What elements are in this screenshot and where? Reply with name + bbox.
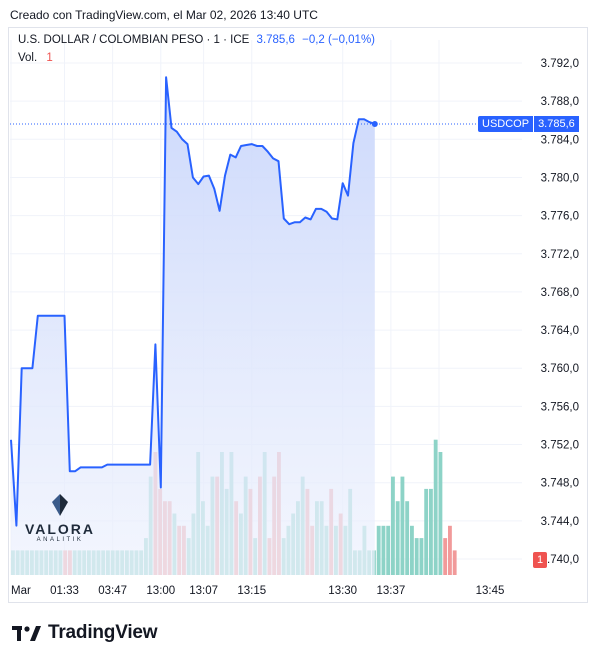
price-line: [10, 76, 376, 527]
price-axis: 3.792,0 3.788,0 3.784,0 3.780,0 3.776,0 3.772…: [541, 58, 579, 566]
valora-name: VALORA: [24, 521, 96, 537]
volume-bar: [400, 476, 405, 575]
chart-caption: Creado con TradingView.com, el Mar 02, 2…: [10, 8, 318, 22]
volume-bar: [443, 538, 448, 575]
volume-bar: [395, 501, 400, 575]
valora-subtitle: ANALITIK: [36, 537, 84, 543]
y-tick-label: 3.764,0: [541, 325, 579, 337]
volume-bar: [376, 525, 381, 575]
x-tick-label: 13:30: [328, 585, 357, 597]
volume-tag: 1: [533, 552, 547, 568]
valora-logo-icon: [52, 494, 68, 516]
volume-bar: [433, 439, 438, 575]
volume-bar: [386, 525, 391, 575]
y-tick-label: 3.744,0: [541, 516, 579, 528]
volume-bar: [448, 525, 452, 575]
volume-label: Vol.: [18, 52, 38, 64]
tradingview-footer-logo[interactable]: TradingView: [12, 622, 158, 644]
legend-symbol-row: U.S. DOLLAR / COLOMBIAN PESO · 1 · ICE 3…: [18, 34, 375, 46]
legend-volume-row: Vol. 1: [18, 52, 53, 64]
chart-frame: [8, 27, 588, 603]
legend-change: −0,2 (−0,01%): [302, 34, 376, 46]
legend-price: 3.785,6: [256, 34, 295, 46]
y-tick-label: 3.780,0: [541, 172, 579, 184]
y-tick-label: 3.788,0: [541, 96, 579, 108]
volume-bar: [452, 550, 457, 575]
symbol-description: U.S. DOLLAR / COLOMBIAN PESO · 1 · ICE: [18, 34, 250, 46]
volume-bar: [414, 538, 419, 575]
price-tag-symbol: USDCOP: [478, 116, 534, 133]
x-tick-label: 13:15: [237, 585, 266, 597]
x-tick-label: 13:07: [189, 585, 218, 597]
y-tick-label: 3.740,0: [541, 554, 579, 566]
volume-bar: [419, 538, 424, 575]
y-tick-label: 3.776,0: [541, 211, 579, 223]
volume-bar: [391, 476, 395, 575]
y-tick-label: 3.748,0: [541, 478, 579, 490]
volume-bar: [429, 488, 433, 575]
volume-bar: [405, 501, 410, 575]
price-tag-value: 3.785,6: [534, 116, 579, 133]
y-tick-label: 3.752,0: [541, 440, 579, 452]
y-tick-label: 3.772,0: [541, 249, 579, 261]
volume-bar: [410, 525, 414, 575]
y-tick-label: 3.784,0: [541, 134, 579, 146]
x-tick-label: 01:33: [50, 585, 79, 597]
price-tag: USDCOP 3.785,6: [478, 116, 579, 133]
valora-watermark: VALORA ANALITIK: [20, 494, 100, 543]
x-tick-label: 03:47: [98, 585, 127, 597]
tradingview-brand: TradingView: [48, 622, 158, 643]
last-price-dot: [371, 121, 378, 128]
y-tick-label: 3.792,0: [541, 58, 579, 70]
tradingview-logo-icon: [12, 626, 41, 641]
y-tick-label: 3.768,0: [541, 287, 579, 299]
price-area: [11, 77, 375, 576]
volume-bar: [438, 452, 443, 575]
x-tick-label: Mar: [11, 585, 31, 597]
time-axis: Mar 01:33 03:47 13:00 13:07 13:15 13:30 13:37 13…: [11, 585, 504, 597]
volume-bar: [381, 525, 386, 575]
x-tick-label: 13:00: [146, 585, 175, 597]
volume-value: 1: [46, 52, 53, 64]
x-tick-label: 13:45: [476, 585, 505, 597]
x-tick-label: 13:37: [376, 585, 405, 597]
volume-bar: [424, 488, 429, 575]
y-tick-label: 3.760,0: [541, 363, 579, 375]
y-tick-label: 3.756,0: [541, 401, 579, 413]
